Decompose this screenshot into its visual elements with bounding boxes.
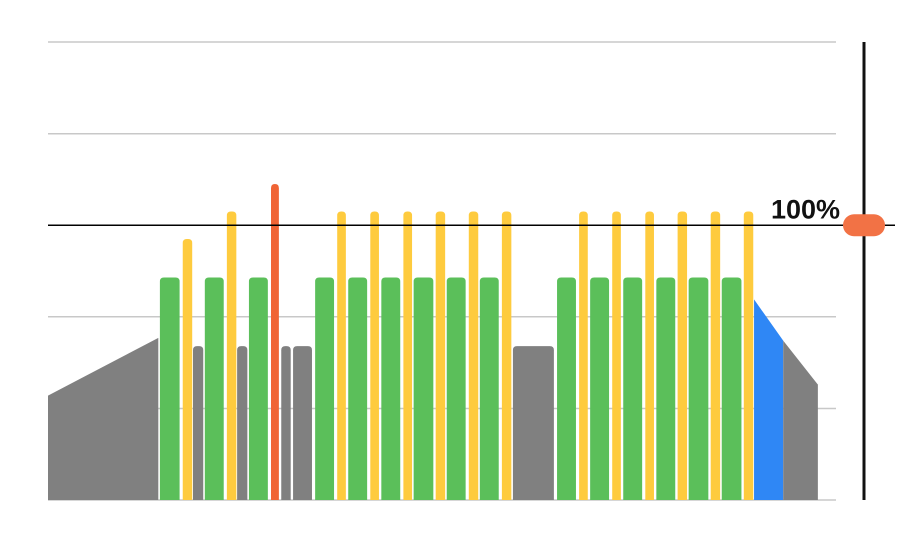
interval-block — [446, 277, 466, 500]
interval-block — [645, 211, 654, 500]
interval-block — [182, 238, 193, 501]
interval-block — [337, 211, 346, 500]
interval-block — [656, 277, 676, 500]
interval-block — [468, 211, 479, 500]
reference-label: 100% — [771, 194, 840, 224]
interval-block — [248, 277, 268, 500]
interval-block — [479, 277, 499, 500]
interval-block — [315, 277, 335, 500]
interval-block — [192, 346, 204, 500]
interval-block — [557, 277, 576, 500]
interval-block — [743, 211, 754, 500]
interval-block — [501, 211, 512, 500]
interval-block — [226, 211, 237, 500]
interval-block — [204, 277, 224, 500]
interval-block — [783, 340, 818, 500]
interval-block — [271, 184, 279, 500]
interval-block — [590, 277, 610, 500]
slider-handle[interactable] — [843, 214, 885, 237]
interval-block — [688, 277, 709, 500]
interval-block — [754, 299, 784, 500]
interval-block — [677, 211, 688, 500]
interval-block — [623, 277, 643, 500]
interval-block — [721, 277, 742, 500]
interval-block — [48, 337, 159, 500]
interval-block — [413, 277, 434, 500]
interval-block — [237, 346, 248, 500]
interval-block — [370, 211, 379, 500]
interval-block — [293, 346, 312, 500]
interval-block — [710, 211, 721, 500]
interval-block — [435, 211, 446, 500]
interval-block — [403, 211, 413, 500]
interval-block — [159, 277, 180, 500]
interval-block — [348, 277, 368, 500]
interval-block — [612, 211, 621, 500]
interval-block — [579, 211, 588, 500]
interval-block — [381, 277, 401, 500]
interval-block — [512, 346, 554, 500]
interval-block — [281, 346, 291, 500]
